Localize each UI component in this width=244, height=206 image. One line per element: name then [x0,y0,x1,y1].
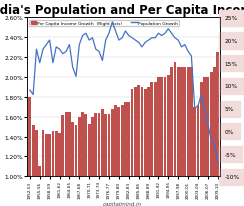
Bar [108,114,110,176]
Bar [104,114,107,176]
Bar [200,83,203,176]
Bar [51,131,54,176]
Bar [170,68,173,176]
Bar [216,53,219,176]
Bar [197,105,199,176]
Bar [29,97,31,176]
Bar [91,117,94,176]
Text: capitalmind.in: capitalmind.in [102,201,142,206]
Bar [78,117,81,176]
Bar [117,107,120,176]
Bar [32,125,35,176]
Bar [164,78,166,176]
Bar [48,134,51,176]
Bar [114,105,117,176]
Bar [177,68,180,176]
Bar [134,87,137,176]
Bar [141,87,143,176]
Bar [190,68,193,176]
Bar [35,130,38,176]
Bar [213,68,216,176]
Bar [183,68,186,176]
Bar [55,131,58,176]
Bar [38,166,41,176]
Title: India's Population and Per Capita Income: India's Population and Per Capita Income [0,4,244,17]
Bar [84,114,87,176]
Bar [124,102,127,176]
Bar [180,68,183,176]
Bar [151,83,153,176]
Bar [210,73,213,176]
Bar [154,83,157,176]
Bar [203,78,206,176]
Bar [157,78,160,176]
Bar [121,105,123,176]
Bar [45,134,48,176]
Bar [193,107,196,176]
Bar [58,133,61,176]
Bar [61,115,64,176]
Bar [173,63,176,176]
Bar [101,109,104,176]
Bar [71,122,74,176]
Bar [131,89,133,176]
Bar [111,109,114,176]
Bar [206,78,209,176]
Bar [187,68,190,176]
Bar [65,112,68,176]
Bar [42,130,44,176]
Legend: Per Capita Income Growth  (Right Axis), Population Growth: Per Capita Income Growth (Right Axis), P… [30,20,179,27]
Bar [137,85,140,176]
Bar [98,113,101,176]
Bar [144,89,147,176]
Bar [88,124,91,176]
Bar [81,112,84,176]
Bar [160,78,163,176]
Bar [75,125,77,176]
Bar [127,102,130,176]
Bar [94,113,97,176]
Bar [167,76,170,176]
Bar [68,112,71,176]
Bar [147,87,150,176]
